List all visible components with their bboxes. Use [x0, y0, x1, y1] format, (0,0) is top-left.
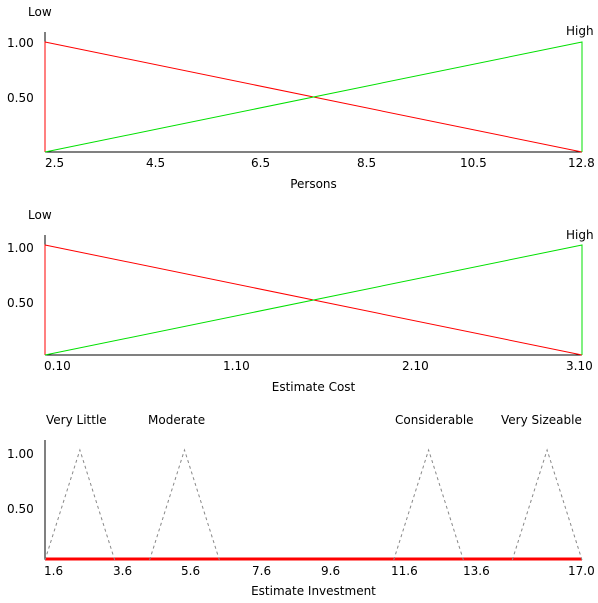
series-label-high: High — [566, 24, 594, 38]
x-tick-label: 13.6 — [463, 564, 490, 578]
chart-3: 1.00 0.50 1.6 3.6 5.6 7.6 9.6 11.6 13.6 17.0 Estim… — [7, 413, 595, 598]
x-tick-label: 0.10 — [44, 359, 71, 373]
x-tick-label: 1.10 — [223, 359, 250, 373]
x-tick-label: 17.0 — [568, 564, 595, 578]
x-axis-label: Estimate Cost — [272, 380, 356, 394]
series-label-considerable: Considerable — [395, 413, 474, 427]
x-tick-label: 2.10 — [402, 359, 429, 373]
series-line-very-little — [44, 448, 116, 561]
x-tick-label: 4.5 — [146, 156, 165, 170]
series-line-very-sizeable — [511, 448, 583, 561]
series-line-moderate — [149, 448, 220, 561]
chart-1: 1.00 0.50 2.5 4.5 6.5 8.5 10.5 12.8 Persons Low Hi… — [7, 5, 595, 191]
x-tick-label: 3.10 — [566, 359, 593, 373]
series-line-low — [44, 41, 583, 153]
x-tick-label: 8.5 — [357, 156, 376, 170]
series-line-high — [44, 244, 583, 356]
x-tick-label: 11.6 — [391, 564, 418, 578]
x-tick-label: 5.6 — [181, 564, 200, 578]
x-tick-label: 7.6 — [252, 564, 271, 578]
series-line-considerable — [393, 448, 464, 561]
series-label-low: Low — [28, 5, 52, 19]
chart-2: 1.00 0.50 0.10 1.10 2.10 3.10 Estimate Cost Low… — [7, 208, 594, 394]
x-tick-label: 3.6 — [113, 564, 132, 578]
series-line-high — [44, 41, 583, 153]
y-tick-label: 1.00 — [7, 241, 34, 255]
x-tick-label: 9.6 — [321, 564, 340, 578]
y-tick-label: 1.00 — [7, 447, 34, 461]
x-axis-label: Estimate Investment — [251, 584, 376, 598]
series-label-very-sizeable: Very Sizeable — [501, 413, 582, 427]
y-tick-label: 0.50 — [7, 502, 34, 516]
series-label-moderate: Moderate — [148, 413, 205, 427]
y-tick-label: 1.00 — [7, 36, 34, 50]
series-label-high: High — [566, 228, 594, 242]
y-tick-label: 0.50 — [7, 296, 34, 310]
x-tick-label: 6.5 — [251, 156, 270, 170]
y-tick-label: 0.50 — [7, 91, 34, 105]
x-axis-label: Persons — [290, 177, 337, 191]
x-tick-label: 12.8 — [568, 156, 595, 170]
series-line-low — [44, 244, 583, 356]
series-label-very-little: Very Little — [46, 413, 107, 427]
series-label-low: Low — [28, 208, 52, 222]
x-tick-label: 1.6 — [44, 564, 63, 578]
x-tick-label: 10.5 — [460, 156, 487, 170]
x-tick-label: 2.5 — [45, 156, 64, 170]
